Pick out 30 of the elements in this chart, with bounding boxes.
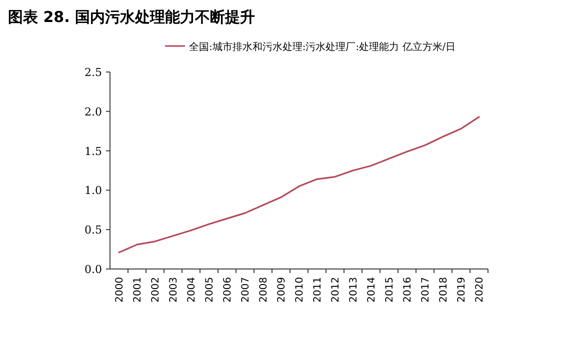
chart-title: 图表 28. 国内污水处理能力不断提升 [8,8,256,26]
y-tick-label: 0.5 [84,224,102,237]
x-tick-label: 2015 [384,277,396,302]
x-tick-label: 2009 [276,277,288,302]
y-tick-label: 0.0 [84,263,102,276]
y-tick-label: 2.5 [84,66,102,79]
x-tick-label: 2008 [258,277,270,302]
x-tick-label: 2011 [312,277,324,302]
x-tick-label: 2004 [186,277,198,302]
x-tick-label: 2020 [474,277,486,302]
x-tick-label: 2013 [348,277,360,302]
x-tick-label: 2003 [168,277,180,302]
x-tick-label: 2018 [438,277,450,302]
y-tick-label: 2.0 [84,105,102,118]
x-tick-label: 2019 [456,277,468,302]
x-tick-label: 2010 [294,277,306,302]
x-tick-label: 2007 [240,277,252,302]
x-tick-label: 2017 [420,277,432,302]
x-tick-label: 2001 [132,277,144,302]
x-tick-label: 2012 [330,277,342,302]
x-tick-label: 2005 [204,277,216,302]
line-series [118,116,480,254]
y-tick-label: 1.5 [84,144,102,158]
x-tick-label: 2014 [366,277,378,302]
y-tick-label: 1.0 [84,184,102,198]
x-tick-label: 2002 [150,277,162,302]
x-tick-label: 2000 [114,277,126,302]
x-tick-label: 2016 [402,277,414,302]
legend-label: 全国:城市排水和污水处理:污水处理厂:处理能力 亿立方米/日 [189,41,456,53]
x-tick-label: 2006 [222,277,234,302]
